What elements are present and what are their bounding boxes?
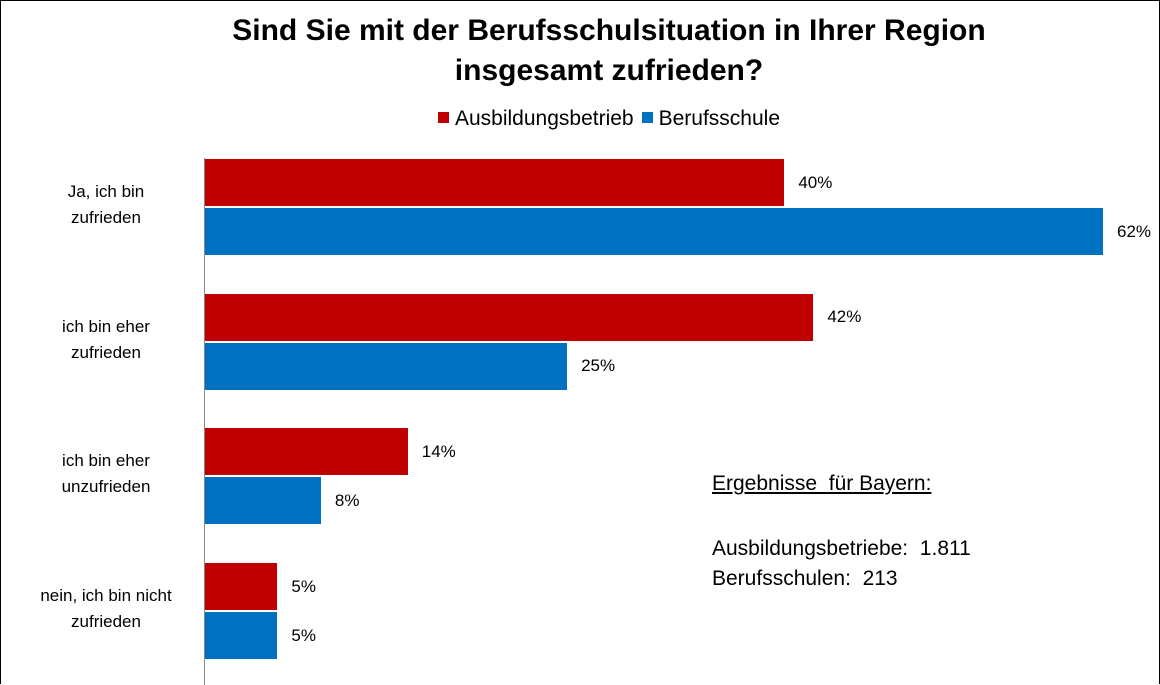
- annotation: Ergebnisse für Bayern:: [712, 472, 932, 495]
- legend-swatch: [437, 112, 449, 123]
- value-label: 40%: [798, 172, 833, 192]
- annotation: Berufsschulen: 213: [712, 567, 898, 590]
- legend-label: Berufsschule: [658, 107, 781, 130]
- bar: [205, 428, 408, 476]
- value-label: 8%: [334, 490, 360, 510]
- value-label: 42%: [827, 307, 862, 327]
- category-label: ich bin eher zufrieden: [62, 316, 150, 362]
- value-label: 5%: [291, 625, 316, 645]
- bar: [205, 477, 321, 525]
- category-label: nein, ich bin nicht zufrieden: [40, 586, 172, 632]
- value-label: 5%: [291, 576, 316, 596]
- value-label: 14%: [421, 441, 456, 461]
- value-label: 25%: [581, 356, 616, 376]
- bar: [205, 293, 814, 341]
- legend-item: Ausbildungsbetrieb: [437, 105, 634, 133]
- category-label: Ja, ich bin zufrieden: [67, 182, 145, 227]
- bar: [205, 208, 1103, 255]
- category-label: ich bin eher unzufrieden: [61, 451, 151, 497]
- bar: [205, 563, 278, 611]
- legend-swatch: [641, 112, 653, 123]
- axis-line: [204, 158, 205, 685]
- bar: [205, 342, 568, 390]
- chart-title: Sind Sie mit der Berufsschulsituation in…: [232, 14, 986, 87]
- value-label: 62%: [1117, 221, 1152, 241]
- bar: [205, 612, 278, 660]
- annotation: Ausbildungsbetriebe: 1.811: [712, 537, 971, 560]
- legend-label: Ausbildungsbetrieb: [454, 107, 634, 130]
- legend: Ausbildungsbetrieb Berufsschule: [1, 105, 1160, 133]
- bar: [205, 159, 785, 206]
- legend-item: Berufsschule: [641, 105, 781, 133]
